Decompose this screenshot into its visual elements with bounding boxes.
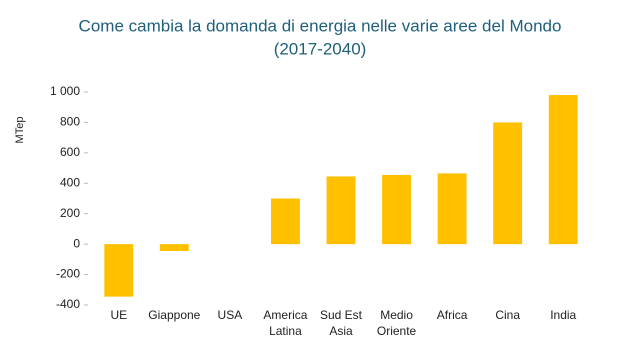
bar [382,174,411,245]
y-tick-label: 600 [60,145,80,159]
y-tick-label: -400 [56,297,80,311]
x-tick-label: Africa [437,308,468,322]
chart-title: Come cambia la domanda di energia nelle … [79,16,562,35]
y-tick-label: 800 [60,115,80,129]
y-tick-label: -200 [56,267,80,281]
x-tick-label: Cina [495,308,520,322]
y-axis-label: MTep [14,117,26,144]
x-tick-label: UE [110,308,127,322]
bar [104,244,134,297]
x-tick-label: USA [218,308,243,322]
bar [159,244,189,251]
bar [271,198,300,245]
bar [548,95,578,245]
x-tick-label: America Latina [263,308,307,338]
y-tick-label: 1 000 [50,84,80,98]
x-tick-label: India [550,308,576,322]
bar [493,122,523,245]
y-tick-label: 400 [60,175,80,189]
x-tick-label: Sud Est Asia [320,308,363,338]
x-tick-label: Medio Oriente [377,308,417,338]
x-tick-label: Giappone [148,308,200,322]
chart-subtitle: (2017-2040) [274,39,367,58]
bar [326,176,356,245]
y-tick-label: 200 [60,206,80,220]
y-tick-label: 0 [73,236,80,250]
bar [437,173,467,245]
